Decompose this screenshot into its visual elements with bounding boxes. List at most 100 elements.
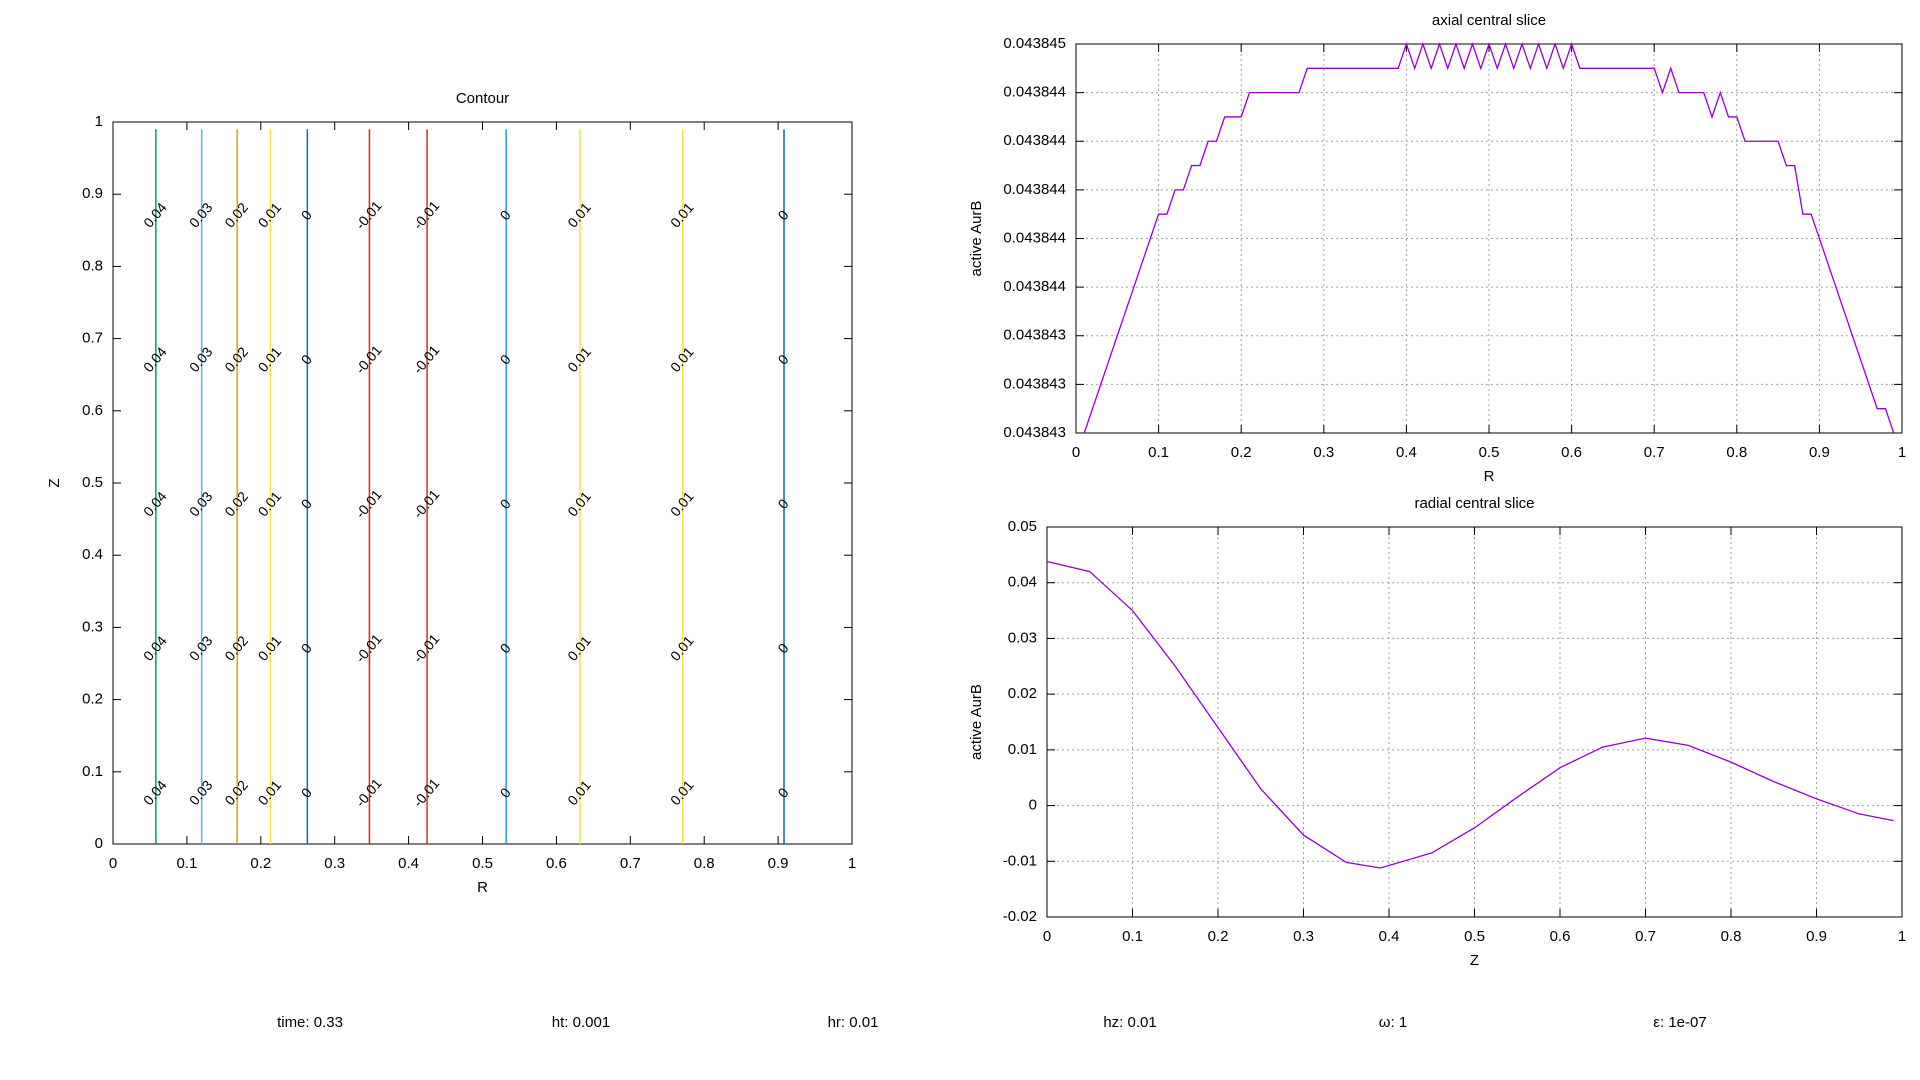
contour-label: -0.01 <box>410 198 443 233</box>
x-tick-label: 0.9 <box>1809 444 1830 461</box>
y-axis-label: active AurB <box>968 201 985 277</box>
x-tick-label: 0.4 <box>398 855 419 872</box>
x-tick-label: 0.3 <box>1313 444 1334 461</box>
x-tick-label: 0.6 <box>1550 928 1571 945</box>
chart-title: Contour <box>456 90 509 107</box>
contour-label: -0.01 <box>352 775 385 810</box>
x-tick-label: 0.8 <box>694 855 715 872</box>
contour-label: 0 <box>497 640 514 656</box>
contour-label: 0 <box>298 784 315 800</box>
y-axis-label: Z <box>46 478 63 487</box>
plot-frame <box>1046 526 1903 918</box>
contour-label: 0 <box>774 496 791 512</box>
contour-label: 0.01 <box>564 777 594 808</box>
y-tick-label: 0 <box>95 835 103 852</box>
contour-label: 0.01 <box>667 199 697 230</box>
y-tick-label: -0.01 <box>1003 852 1037 869</box>
parameter-label: hr: 0.01 <box>828 1014 879 1031</box>
contour-label: -0.01 <box>352 342 385 377</box>
y-tick-label: 0.04 <box>1008 574 1037 591</box>
plot-frame <box>112 121 853 845</box>
contour-label: 0.04 <box>140 488 170 519</box>
contour-label: 0 <box>497 207 514 223</box>
y-tick-label: 0.6 <box>82 402 103 419</box>
contour-label: 0.01 <box>255 632 285 663</box>
x-tick-label: 1 <box>1898 444 1906 461</box>
contour-label: 0.01 <box>564 199 594 230</box>
parameter-label: ht: 0.001 <box>552 1014 610 1031</box>
x-tick-label: 0.9 <box>1806 928 1827 945</box>
x-tick-label: 0.3 <box>324 855 345 872</box>
x-tick-label: 1 <box>1898 928 1906 945</box>
contour-label: 0.01 <box>255 488 285 519</box>
chart-title: radial central slice <box>1414 495 1534 512</box>
contour-label: 0.01 <box>564 488 594 519</box>
y-tick-label: 0.8 <box>82 257 103 274</box>
contour-label: 0.02 <box>221 199 251 230</box>
x-tick-label: 0.6 <box>1561 444 1582 461</box>
x-tick-label: 0.4 <box>1379 928 1400 945</box>
x-tick-label: 0.2 <box>1208 928 1229 945</box>
data-line <box>1083 41 1895 434</box>
contour-label: 0.03 <box>186 344 216 375</box>
contour-label: 0.04 <box>140 632 170 663</box>
y-tick-label: 0.03 <box>1008 629 1037 646</box>
contour-label: 0.01 <box>255 199 285 230</box>
chart-title: axial central slice <box>1432 12 1546 29</box>
contour-label: 0 <box>497 351 514 367</box>
contour-label: 0.02 <box>221 488 251 519</box>
contour-label: -0.01 <box>352 198 385 233</box>
parameter-label: time: 0.33 <box>277 1014 343 1031</box>
contour-label: 0.03 <box>186 632 216 663</box>
x-tick-label: 0.5 <box>472 855 493 872</box>
x-tick-label: 0.7 <box>1635 928 1656 945</box>
contour-label: 0.02 <box>221 777 251 808</box>
y-tick-label: 0.043843 <box>1003 327 1066 344</box>
contour-label: 0 <box>497 784 514 800</box>
y-tick-label: 0.01 <box>1008 741 1037 758</box>
parameter-label: ε: 1e-07 <box>1653 1014 1706 1031</box>
y-tick-label: 0.043843 <box>1003 375 1066 392</box>
contour-label: 0 <box>774 784 791 800</box>
contour-label: 0.03 <box>186 777 216 808</box>
y-tick-label: -0.02 <box>1003 908 1037 925</box>
contour-label: 0.01 <box>564 632 594 663</box>
x-axis-label: R <box>1484 468 1495 485</box>
y-tick-label: 0.043844 <box>1003 278 1066 295</box>
x-tick-label: 0 <box>1072 444 1080 461</box>
y-tick-label: 0.5 <box>82 474 103 491</box>
y-tick-label: 0 <box>1029 797 1037 814</box>
x-tick-label: 0.8 <box>1721 928 1742 945</box>
contour-label: 0.04 <box>140 199 170 230</box>
y-tick-label: 0.02 <box>1008 685 1037 702</box>
x-tick-label: 0.7 <box>620 855 641 872</box>
x-tick-label: 0.1 <box>1148 444 1169 461</box>
y-tick-label: 0.05 <box>1008 518 1037 535</box>
x-tick-label: 0.1 <box>1122 928 1143 945</box>
y-tick-label: 0.3 <box>82 618 103 635</box>
contour-label: 0.01 <box>667 488 697 519</box>
contour-label: 0.01 <box>255 777 285 808</box>
y-tick-label: 0.043844 <box>1003 132 1066 149</box>
contour-label: 0 <box>298 207 315 223</box>
contour-label: -0.01 <box>410 342 443 377</box>
y-tick-label: 0.2 <box>82 691 103 708</box>
x-tick-label: 0.5 <box>1464 928 1485 945</box>
contour-label: 0.02 <box>221 632 251 663</box>
contour-label: 0.04 <box>140 344 170 375</box>
contour-label: -0.01 <box>352 631 385 666</box>
contour-label: 0.03 <box>186 488 216 519</box>
contour-label: -0.01 <box>410 486 443 521</box>
x-tick-label: 0.9 <box>768 855 789 872</box>
contour-label: 0 <box>774 351 791 367</box>
contour-label: 0.01 <box>255 344 285 375</box>
contour-label: 0.02 <box>221 344 251 375</box>
x-tick-label: 1 <box>848 855 856 872</box>
contour-label: 0 <box>497 496 514 512</box>
contour-label: 0.04 <box>140 777 170 808</box>
x-axis-label: Z <box>1470 952 1479 969</box>
y-tick-label: 1 <box>95 113 103 130</box>
x-tick-label: 0.4 <box>1396 444 1417 461</box>
contour-label: 0 <box>774 207 791 223</box>
